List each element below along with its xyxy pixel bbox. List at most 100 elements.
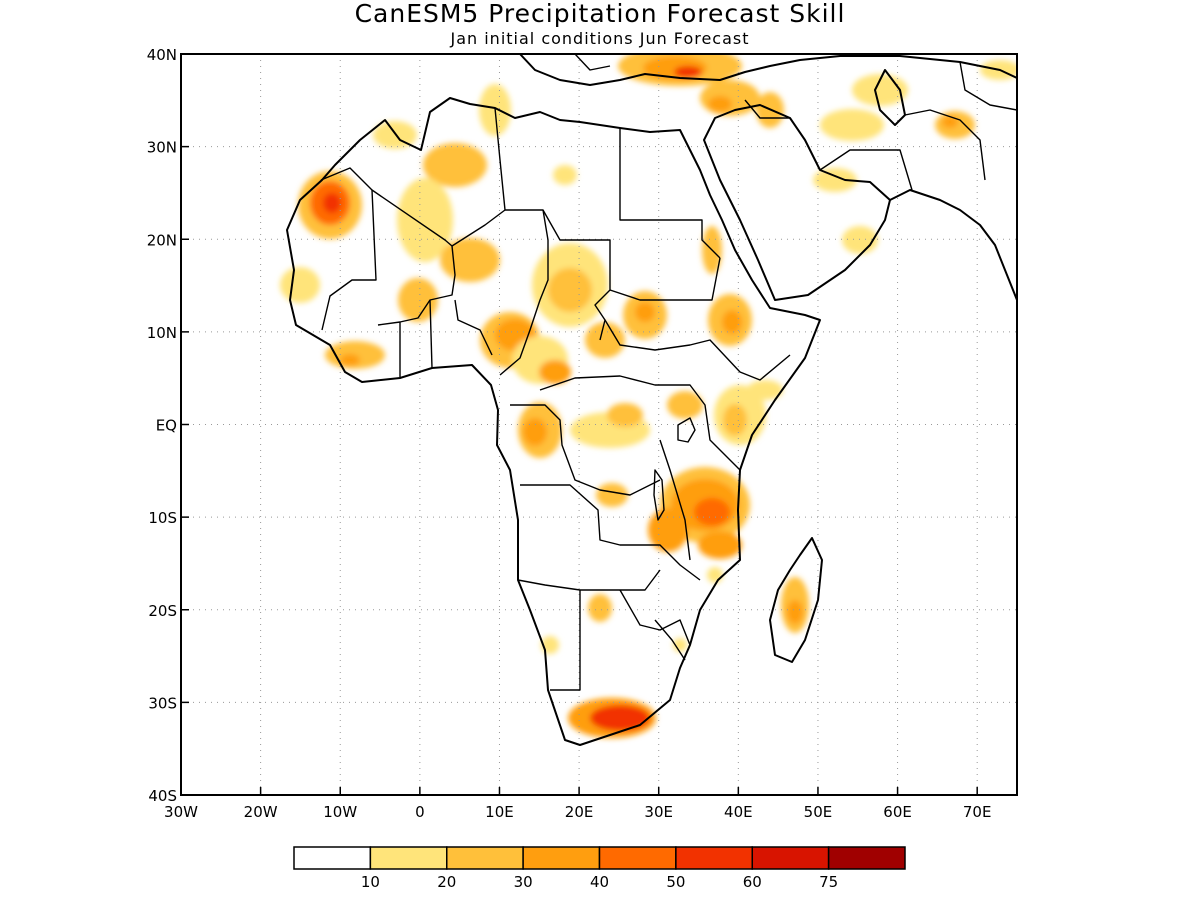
country-border (505, 209, 611, 341)
latitude-tick-label: 20S (148, 602, 177, 620)
country-border (574, 54, 611, 71)
country-border (429, 299, 433, 369)
skill-region (722, 310, 742, 334)
skill-region (323, 193, 341, 213)
longitude-tick-label: 70E (963, 803, 992, 821)
skill-region (674, 66, 702, 78)
country-border (454, 299, 493, 356)
gridlines (181, 54, 1017, 795)
longitude-tick-label: 10E (485, 803, 514, 821)
skill-region (942, 116, 958, 128)
country-border (959, 61, 1017, 111)
skill-region (585, 322, 625, 358)
madagascar-coastline (769, 537, 823, 663)
national-borders (320, 54, 1017, 691)
country-border (904, 109, 986, 181)
latitude-axis: 40N 30N 20N 10N EQ 10S 20S 30S 40S (147, 46, 189, 805)
country-border (550, 590, 581, 691)
colorbar-swatch (827, 846, 906, 870)
country-border (619, 589, 691, 646)
longitude-tick-label: 30W (164, 803, 198, 821)
skill-region (667, 391, 703, 419)
skill-region (635, 302, 655, 322)
skill-region (397, 178, 453, 262)
coastlines (286, 54, 1017, 746)
colorbar-label: 20 (437, 873, 456, 891)
skill-region (723, 404, 747, 436)
colorbar-label: 30 (514, 873, 533, 891)
country-border (539, 375, 741, 471)
country-border (604, 319, 791, 381)
skill-region (707, 567, 723, 583)
latitude-tick-label: 30S (148, 694, 177, 712)
chart-title: CanESM5 Precipitation Forecast Skill (355, 0, 846, 28)
skill-region (698, 531, 742, 559)
country-border (321, 189, 377, 331)
longitude-tick-label: 30E (644, 803, 673, 821)
longitude-tick-label: 40E (724, 803, 753, 821)
longitude-tick-label: 50E (804, 803, 833, 821)
skill-region (539, 360, 571, 384)
asia-coastline (889, 189, 1017, 301)
longitude-tick-label: 10W (323, 803, 357, 821)
latitude-tick-label: 30N (147, 139, 177, 157)
caspian-coastline (874, 69, 906, 126)
latitude-tick-label: 10N (147, 324, 177, 342)
colorbar-swatch (598, 846, 677, 870)
skill-region (340, 354, 360, 366)
skill-region (813, 168, 857, 192)
latitude-tick-label: 20N (147, 231, 177, 249)
colorbar-label: 50 (666, 873, 685, 891)
longitude-tick-label: 20E (565, 803, 594, 821)
skill-region (440, 238, 500, 282)
country-border (517, 569, 661, 591)
colorbar-swatch (369, 846, 448, 870)
skill-region (548, 268, 592, 312)
chart-subtitle: Jan initial conditions Jun Forecast (449, 29, 749, 48)
skill-region (708, 96, 732, 112)
europe-coastline (519, 54, 1017, 86)
skill-region (673, 638, 687, 652)
skill-region (694, 498, 730, 526)
colorbar-label: 60 (743, 873, 762, 891)
longitude-tick-label: 0 (415, 803, 425, 821)
colorbar-swatch (293, 846, 372, 870)
africa-coastline (286, 97, 821, 746)
longitude-tick-label: 20W (244, 803, 278, 821)
latitude-tick-label: 10S (148, 509, 177, 527)
skill-region (590, 705, 650, 731)
country-border (744, 99, 806, 141)
colorbar-swatch (751, 846, 830, 870)
country-border (609, 257, 721, 301)
skill-region (423, 143, 487, 187)
latitude-tick-label: EQ (156, 417, 177, 435)
country-border (819, 149, 913, 191)
skill-region (820, 109, 884, 141)
country-border (510, 404, 661, 496)
colorbar-legend: 10 20 30 40 50 60 75 (293, 846, 906, 891)
skill-region (787, 600, 803, 624)
latitude-tick-label: 40N (147, 46, 177, 64)
skill-region (700, 80, 760, 116)
skill-region (398, 278, 438, 322)
colorbar-swatch (446, 846, 524, 870)
skill-region (596, 483, 628, 507)
skill-region (747, 380, 783, 400)
colorbar-label: 10 (361, 873, 380, 891)
skill-region (588, 594, 612, 622)
country-border (654, 619, 686, 661)
longitude-tick-label: 60E (883, 803, 912, 821)
skill-region (553, 165, 577, 185)
country-border (619, 128, 721, 259)
country-border (659, 439, 691, 561)
colorbar-swatch (675, 846, 753, 870)
colorbar-swatch (522, 846, 601, 870)
lake-victoria (677, 417, 696, 443)
lake-tanganyika (653, 469, 665, 521)
skill-shading (280, 54, 1017, 738)
colorbar-label: 40 (590, 873, 609, 891)
skill-region (523, 418, 547, 446)
country-border (499, 209, 549, 376)
